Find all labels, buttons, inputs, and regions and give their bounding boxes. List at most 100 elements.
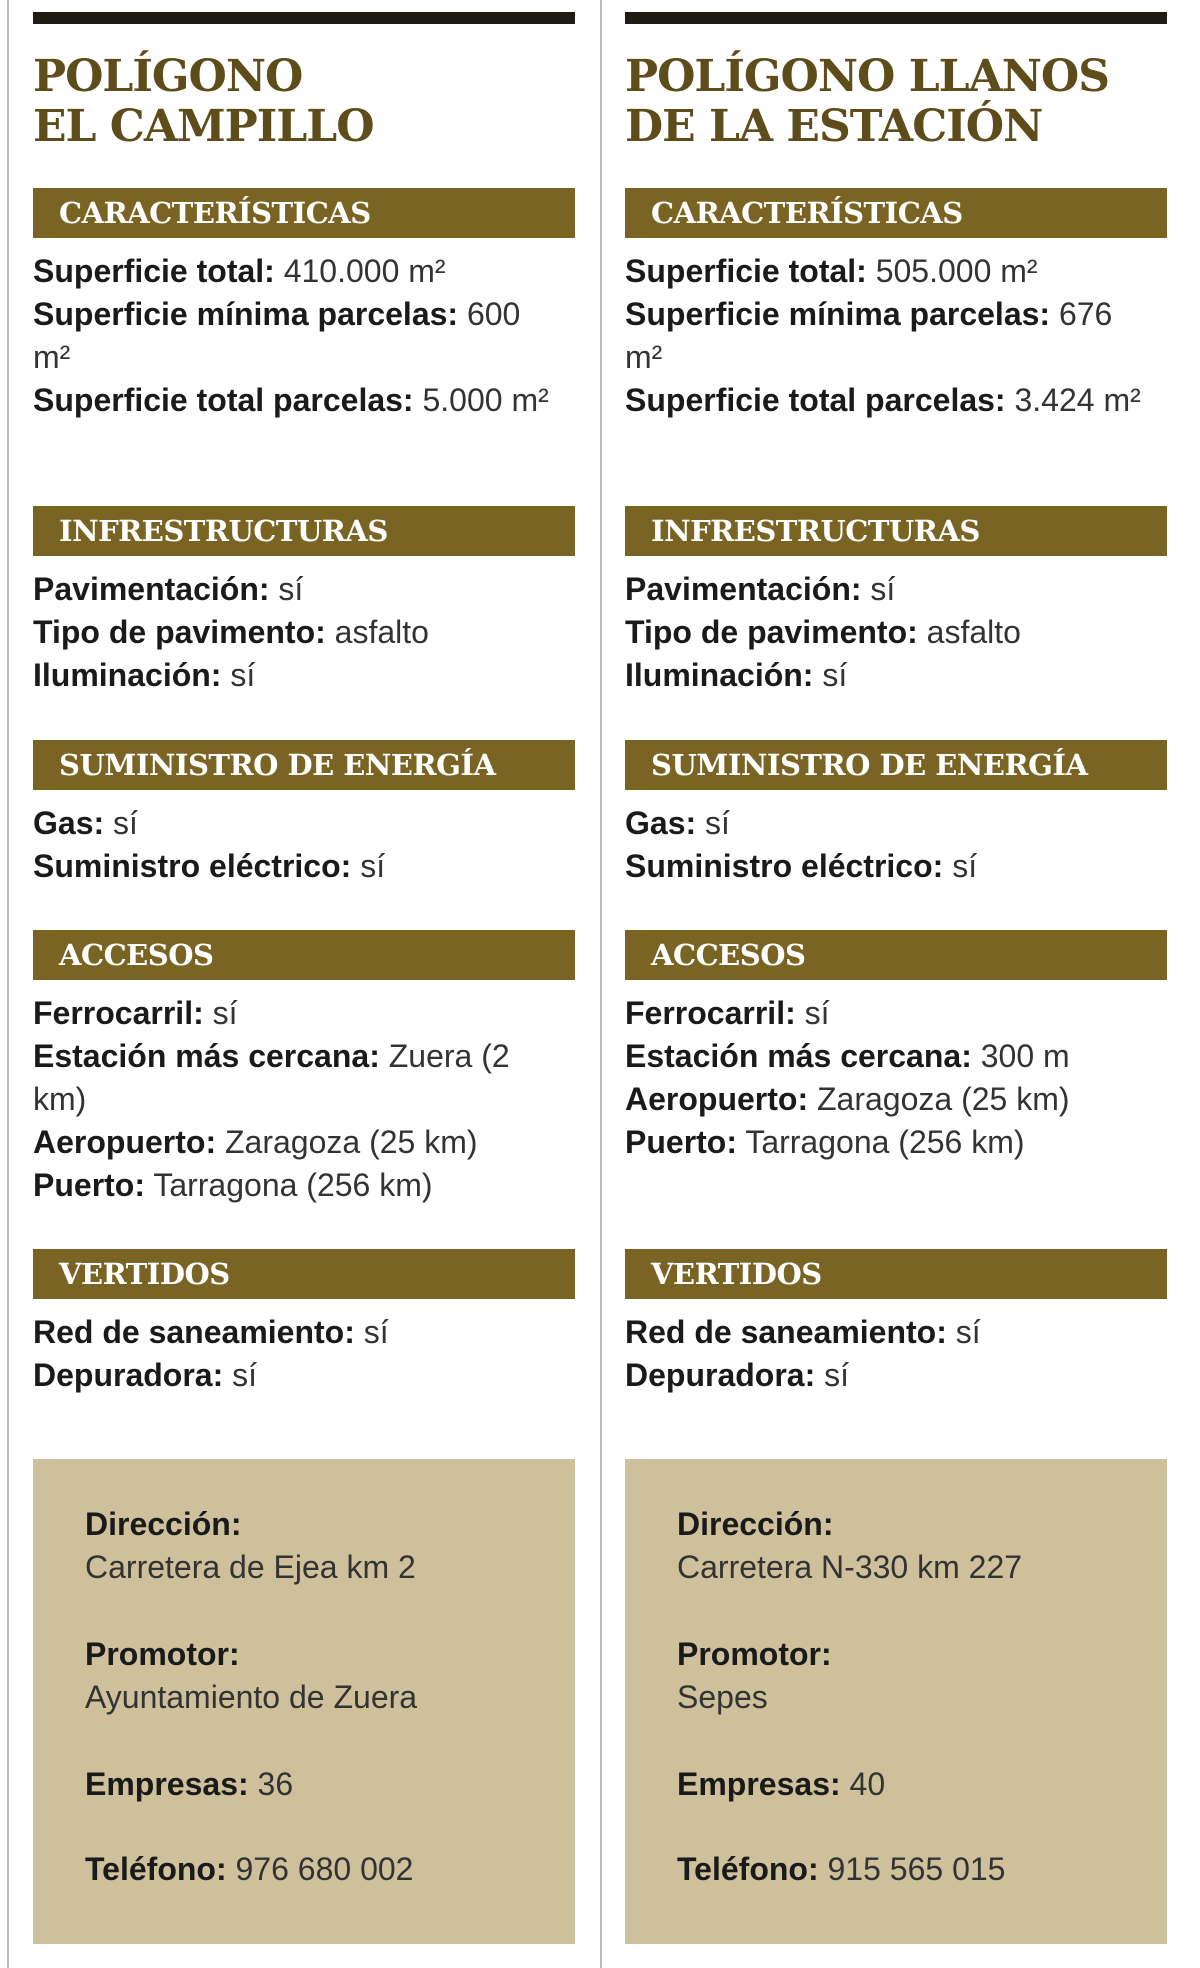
info-box: Dirección: Carretera de Ejea km 2 Promotor…: [33, 1459, 575, 1944]
item-value: sí: [360, 848, 386, 884]
item-label: Depuradora:: [33, 1357, 224, 1393]
item: Tipo de pavimento: asfalto: [625, 611, 1147, 654]
item-value: sí: [212, 995, 238, 1031]
item: Aeropuerto: Zaragoza (25 km): [33, 1121, 555, 1164]
item-label: Estación más cercana:: [625, 1038, 972, 1074]
item-label: Iluminación:: [33, 657, 222, 693]
section: VERTIDOS Red de saneamiento: sí Depuradora…: [33, 1249, 575, 1397]
item-label: Superficie total parcelas:: [625, 382, 1006, 418]
info-value: Ayuntamiento de Zuera: [85, 1679, 418, 1715]
item: Depuradora: sí: [33, 1354, 555, 1397]
item-label: Aeropuerto:: [625, 1081, 809, 1117]
info-label: Promotor:: [677, 1636, 832, 1672]
item: Estación más cercana: 300 m: [625, 1035, 1147, 1078]
item-value: sí: [822, 657, 848, 693]
item: Estación más cercana: Zuera (2 km): [33, 1035, 555, 1121]
item: Pavimentación: sí: [33, 568, 555, 611]
section-items: Superficie total: 410.000 m² Superficie m…: [33, 250, 575, 422]
item: Suministro eléctrico: sí: [33, 845, 555, 888]
info-value: 915 565 015: [827, 1851, 1006, 1887]
item: Depuradora: sí: [625, 1354, 1147, 1397]
section: INFRESTRUCTURAS Pavimentación: sí Tipo de …: [33, 506, 575, 697]
section: SUMINISTRO DE ENERGÍA Gas: sí Suministro e…: [33, 740, 575, 888]
info-item: Promotor: Sepes: [677, 1633, 832, 1719]
info-value: 40: [849, 1766, 886, 1802]
section-items: Gas: sí Suministro eléctrico: sí: [625, 802, 1167, 888]
info-label: Teléfono:: [677, 1851, 819, 1887]
item-value: sí: [952, 848, 978, 884]
item-label: Superficie total:: [33, 253, 275, 289]
item-value: 300 m: [980, 1038, 1070, 1074]
section-items: Gas: sí Suministro eléctrico: sí: [33, 802, 575, 888]
title-line: DE LA ESTACIÓN: [625, 101, 1043, 152]
item: Puerto: Tarragona (256 km): [33, 1164, 555, 1207]
item-value: sí: [705, 805, 730, 841]
section-heading: VERTIDOS: [625, 1249, 1167, 1299]
item-value: sí: [230, 657, 256, 693]
item-value: Zaragoza (25 km): [817, 1081, 1070, 1117]
item-value: sí: [232, 1357, 258, 1393]
item-label: Pavimentación:: [33, 571, 270, 607]
item-label: Depuradora:: [625, 1357, 816, 1393]
section-heading: CARACTERÍSTICAS: [625, 188, 1167, 238]
column-rule: [7, 0, 9, 1968]
info-item: Teléfono: 976 680 002: [85, 1848, 413, 1891]
item-value: 600 m²: [33, 296, 521, 375]
info-item: Teléfono: 915 565 015: [677, 1848, 1005, 1891]
item-value: sí: [870, 571, 896, 607]
item-label: Suministro eléctrico:: [625, 848, 944, 884]
item: Superficie total: 410.000 m²: [33, 250, 555, 293]
item-label: Puerto:: [625, 1124, 737, 1160]
item: Superficie mínima parcelas: 600 m²: [33, 293, 555, 379]
item: Ferrocarril: sí: [33, 992, 555, 1035]
item: Suministro eléctrico: sí: [625, 845, 1147, 888]
item-value: Zaragoza (25 km): [225, 1124, 478, 1160]
section-items: Pavimentación: sí Tipo de pavimento: asfa…: [625, 568, 1167, 697]
item: Superficie total parcelas: 3.424 m²: [625, 379, 1147, 422]
info-label: Dirección:: [85, 1506, 242, 1542]
info-label: Dirección:: [677, 1506, 834, 1542]
info-item: Empresas: 36: [85, 1763, 293, 1806]
item-label: Superficie total:: [625, 253, 867, 289]
item: Superficie total: 505.000 m²: [625, 250, 1147, 293]
item-label: Tipo de pavimento:: [625, 614, 918, 650]
item-label: Gas:: [33, 805, 105, 841]
column: POLÍGONO EL CAMPILLO CARACTERÍSTICAS Superf…: [33, 0, 575, 1968]
item-value: 505.000 m²: [875, 253, 1038, 289]
section-items: Pavimentación: sí Tipo de pavimento: asfa…: [33, 568, 575, 697]
info-item: Dirección: Carretera de Ejea km 2: [85, 1503, 416, 1589]
info-value: Sepes: [677, 1679, 768, 1715]
item-value: 410.000 m²: [283, 253, 446, 289]
item: Red de saneamiento: sí: [33, 1311, 555, 1354]
item-label: Superficie mínima parcelas:: [33, 296, 459, 332]
info-value: Carretera de Ejea km 2: [85, 1549, 416, 1585]
info-label: Empresas:: [85, 1766, 249, 1802]
column-title: POLÍGONO LLANOS DE LA ESTACIÓN: [625, 52, 1110, 152]
item-label: Suministro eléctrico:: [33, 848, 352, 884]
item: Aeropuerto: Zaragoza (25 km): [625, 1078, 1147, 1121]
item-label: Pavimentación:: [625, 571, 862, 607]
section-heading: SUMINISTRO DE ENERGÍA: [33, 740, 575, 790]
column: POLÍGONO LLANOS DE LA ESTACIÓN CARACTERÍST…: [625, 0, 1167, 1968]
info-item: Empresas: 40: [677, 1763, 885, 1806]
info-value: 976 680 002: [235, 1851, 414, 1887]
item-value: sí: [955, 1314, 981, 1350]
info-item: Promotor: Ayuntamiento de Zuera: [85, 1633, 417, 1719]
info-item: Dirección: Carretera N-330 km 227: [677, 1503, 1022, 1589]
section: CARACTERÍSTICAS Superficie total: 410.000…: [33, 188, 575, 422]
section-heading: INFRESTRUCTURAS: [33, 506, 575, 556]
item: Pavimentación: sí: [625, 568, 1147, 611]
item: Red de saneamiento: sí: [625, 1311, 1147, 1354]
item-label: Red de saneamiento:: [33, 1314, 355, 1350]
title-line: EL CAMPILLO: [33, 101, 375, 152]
item-value: sí: [113, 805, 138, 841]
item-value: sí: [363, 1314, 389, 1350]
section: ACCESOS Ferrocarril: sí Estación más cerca…: [625, 930, 1167, 1164]
section-items: Superficie total: 505.000 m² Superficie m…: [625, 250, 1167, 422]
item-value: asfalto: [334, 614, 429, 650]
item-label: Gas:: [625, 805, 697, 841]
item-value: sí: [804, 995, 830, 1031]
item-label: Aeropuerto:: [33, 1124, 217, 1160]
info-label: Teléfono:: [85, 1851, 227, 1887]
